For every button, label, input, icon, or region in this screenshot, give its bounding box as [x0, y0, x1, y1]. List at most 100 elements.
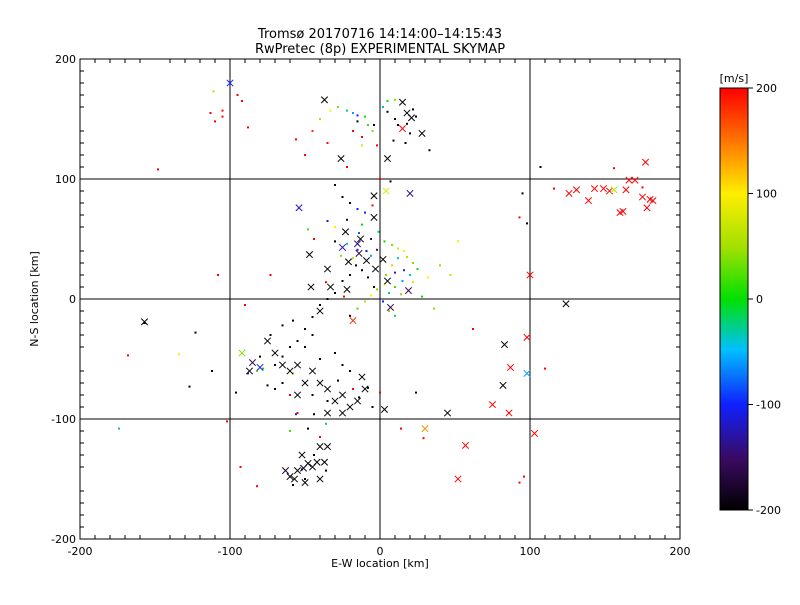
- data-cross: [349, 317, 357, 325]
- data-cross: [641, 158, 650, 166]
- data-cross-stroke: [622, 186, 630, 194]
- data-point: [371, 406, 374, 408]
- data-point: [371, 130, 374, 132]
- data-point: [259, 355, 261, 358]
- data-cross: [278, 361, 287, 369]
- grid-lines: [80, 59, 680, 539]
- data-point: [428, 149, 431, 152]
- data-point: [409, 132, 411, 135]
- data-cross: [625, 176, 633, 184]
- data-cross: [406, 189, 414, 197]
- data-cross: [248, 359, 257, 367]
- data-cross: [346, 403, 354, 411]
- data-cross: [338, 243, 347, 251]
- data-cross-stroke: [238, 349, 246, 357]
- x-tick-label: -100: [218, 545, 243, 558]
- data-point: [319, 436, 321, 438]
- data-point: [361, 269, 363, 272]
- colorbar-tick-label: 100: [756, 188, 777, 201]
- data-point: [421, 295, 423, 298]
- data-point: [334, 292, 336, 294]
- chart-subtitle: RwPretec (8p) EXPERIMENTAL SKYMAP: [255, 42, 505, 57]
- data-point: [239, 466, 242, 468]
- data-cross: [338, 409, 347, 417]
- data-cross: [500, 341, 509, 349]
- data-point: [386, 110, 389, 113]
- data-point: [613, 167, 615, 170]
- colorbar: [719, 87, 749, 511]
- data-cross-stroke: [295, 204, 303, 212]
- colorbar-tick-label: -200: [756, 504, 781, 517]
- data-point: [256, 370, 258, 372]
- data-point: [256, 485, 258, 488]
- data-cross-stroke: [293, 391, 302, 399]
- data-point: [383, 240, 386, 243]
- x-axis-label: E-W location [km]: [331, 557, 429, 570]
- data-cross: [599, 185, 608, 193]
- data-point: [311, 334, 314, 336]
- data-cross: [341, 228, 350, 236]
- data-cross: [344, 258, 353, 266]
- data-cross: [238, 349, 246, 357]
- data-point: [526, 222, 528, 225]
- data-cross-stroke: [488, 401, 497, 409]
- data-point: [221, 109, 224, 112]
- data-point: [311, 130, 314, 132]
- data-cross-stroke: [256, 363, 264, 371]
- data-cross: [301, 379, 309, 387]
- data-point: [244, 304, 246, 306]
- data-point: [319, 304, 321, 306]
- data-point: [313, 413, 315, 416]
- data-point: [379, 178, 381, 180]
- data-cross-stroke: [370, 192, 378, 200]
- data-cross-stroke: [421, 425, 429, 433]
- data-cross-stroke: [406, 189, 414, 197]
- data-cross: [590, 185, 599, 193]
- data-point: [313, 454, 315, 456]
- data-point: [221, 115, 224, 118]
- data-point: [358, 232, 360, 234]
- data-cross-stroke: [248, 359, 257, 367]
- data-cross-stroke: [506, 363, 515, 371]
- data-cross: [316, 379, 324, 387]
- data-point: [367, 124, 369, 126]
- data-point: [319, 118, 321, 120]
- data-point: [236, 94, 239, 96]
- data-cross-stroke: [226, 79, 234, 87]
- y-tick-label: 100: [55, 173, 76, 186]
- data-point: [329, 109, 332, 112]
- data-cross: [565, 189, 573, 197]
- data-cross: [299, 464, 308, 472]
- data-point: [266, 384, 269, 387]
- data-point: [371, 204, 374, 207]
- data-cross: [380, 405, 389, 413]
- data-cross-stroke: [499, 381, 507, 389]
- data-cross-stroke: [605, 187, 614, 195]
- data-point: [409, 274, 411, 276]
- data-point: [361, 136, 363, 138]
- data-cross-stroke: [323, 385, 332, 393]
- data-point: [118, 427, 120, 430]
- data-cross: [379, 255, 387, 263]
- data-point: [212, 90, 215, 93]
- data-points: [118, 79, 657, 488]
- data-cross: [404, 287, 413, 295]
- data-cross: [298, 451, 306, 459]
- data-cross-stroke: [344, 258, 353, 266]
- data-cross: [421, 425, 429, 433]
- data-cross-stroke: [316, 307, 324, 315]
- data-cross-stroke: [320, 458, 329, 466]
- data-cross-stroke: [526, 271, 534, 279]
- data-point: [304, 346, 306, 348]
- data-point: [367, 276, 369, 279]
- data-cross: [572, 186, 581, 194]
- data-cross: [353, 240, 362, 248]
- data-cross: [407, 114, 416, 122]
- data-cross: [523, 369, 531, 377]
- data-point: [292, 484, 294, 486]
- data-point: [307, 228, 309, 231]
- data-cross-stroke: [505, 409, 513, 417]
- data-cross-stroke: [454, 475, 462, 483]
- data-cross-stroke: [337, 155, 345, 163]
- data-point: [325, 422, 327, 425]
